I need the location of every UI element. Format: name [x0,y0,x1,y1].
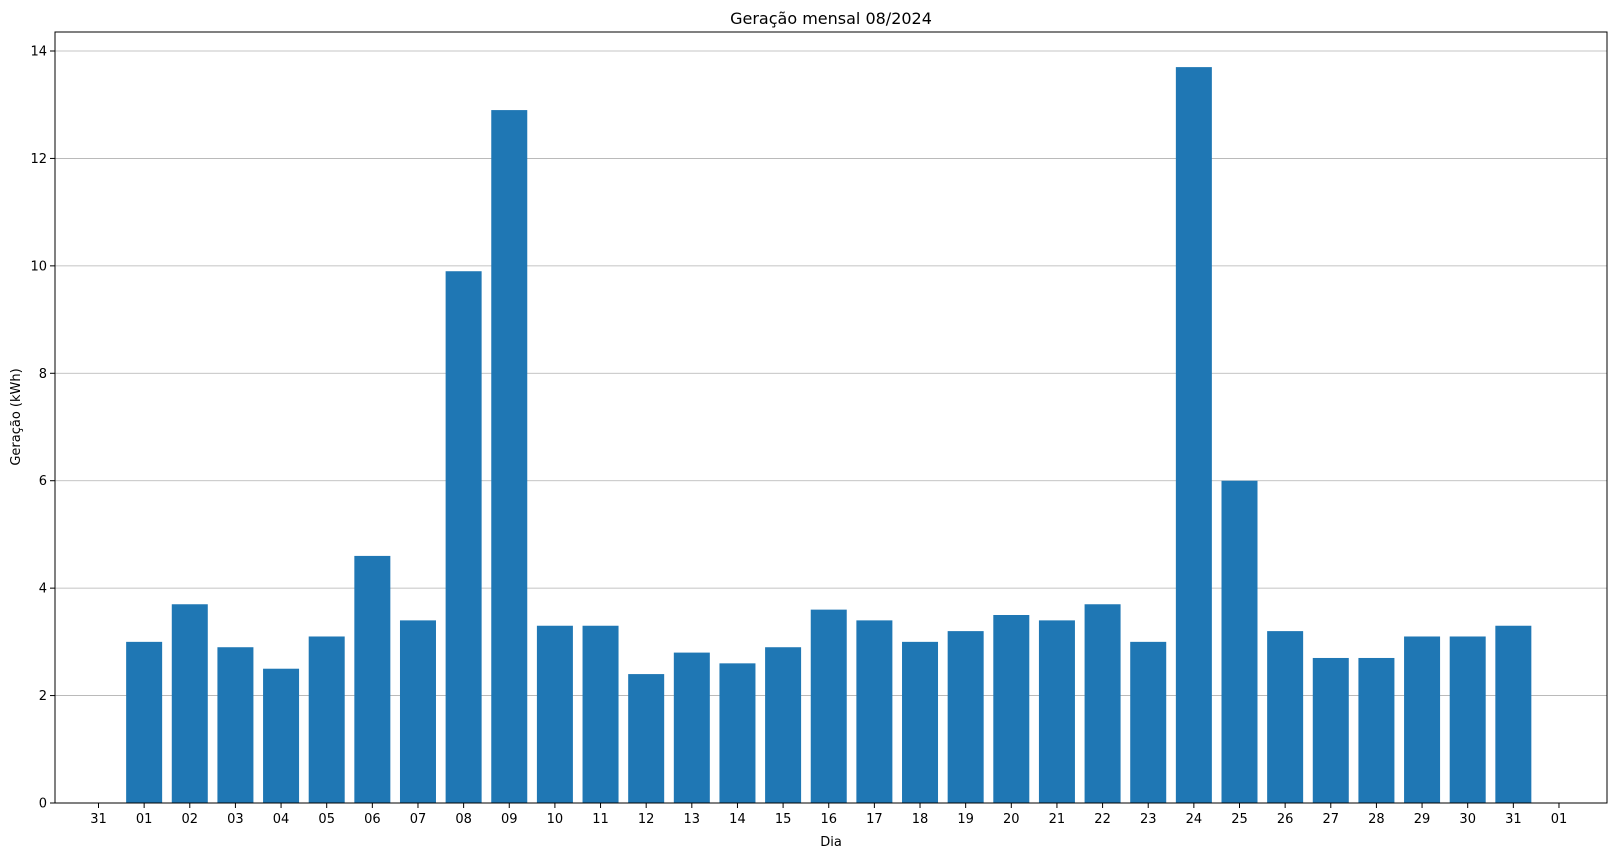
bar-day-01 [126,641,163,803]
bar-day-04 [263,668,300,803]
x-tick-label: 08 [455,812,472,827]
x-tick-label: 31 [1505,812,1522,827]
x-tick-label: 02 [182,812,199,827]
bar-day-18 [902,641,939,803]
bar-day-15 [765,647,802,803]
x-tick-label: 17 [866,812,883,827]
x-tick-label: 21 [1049,812,1066,827]
x-tick-label: 01 [1551,812,1568,827]
x-tick-label: 11 [592,812,609,827]
x-tick-label: 05 [318,812,335,827]
y-tick-label: 10 [30,259,47,274]
x-tick-label: 14 [729,812,746,827]
x-tick-label: 03 [227,812,244,827]
bar-day-17 [856,620,893,803]
bar-day-10 [536,625,573,803]
bar-day-22 [1084,604,1121,803]
bar-day-25 [1221,480,1258,803]
x-tick-label: 04 [273,812,290,827]
bar-day-05 [308,636,345,803]
bar-day-27 [1312,657,1349,803]
bar-day-13 [673,652,710,803]
bar-day-28 [1358,657,1395,803]
y-axis-ticks: 0 2 4 6 8 10 12 14 [30,45,55,812]
bars [126,67,1532,804]
x-tick-label: 24 [1186,812,1203,827]
x-tick-label: 06 [364,812,381,827]
bar-day-02 [171,604,208,803]
plot-frame [54,31,1608,804]
bar-day-21 [1038,620,1075,803]
x-tick-label: 23 [1140,812,1157,827]
x-tick-label: 10 [547,812,564,827]
bar-day-16 [810,609,847,803]
x-tick-label: 26 [1277,812,1294,827]
x-tick-label: 16 [820,812,837,827]
x-tick-label: 25 [1231,812,1248,827]
x-tick-label: 20 [1003,812,1020,827]
y-tick-label: 8 [39,367,47,382]
chart-title: Geração mensal 08/2024 [730,9,932,28]
bar-day-19 [947,631,984,803]
grid-lines [55,50,1607,696]
x-tick-label: 09 [501,812,518,827]
bar-day-20 [993,615,1030,803]
bar-day-30 [1449,636,1486,803]
x-tick-label: 19 [957,812,974,827]
x-tick-label: 07 [410,812,427,827]
bar-day-12 [628,674,665,803]
bar-day-29 [1404,636,1441,803]
x-tick-label: 27 [1323,812,1340,827]
x-tick-label: 30 [1459,812,1476,827]
x-tick-label: 18 [912,812,929,827]
x-tick-label: 22 [1094,812,1111,827]
bar-day-08 [445,271,482,803]
bar-day-26 [1267,631,1304,803]
x-tick-label: 12 [638,812,655,827]
x-axis-label: Dia [820,835,842,850]
y-tick-label: 4 [39,582,47,597]
y-tick-label: 12 [30,152,47,167]
y-axis-label: Geração (kWh) [9,368,24,465]
bar-day-14 [719,663,756,803]
y-tick-label: 0 [39,797,47,812]
x-tick-label: 29 [1414,812,1431,827]
bar-day-11 [582,625,619,803]
bar-day-31 [1495,625,1532,803]
x-tick-label: 15 [775,812,792,827]
bar-day-07 [399,620,436,803]
x-axis-ticks: 31 01 02 03 04 05 06 07 08 09 10 11 12 13 14 15 16 17 18 19… [90,803,1567,827]
bar-day-03 [217,647,254,803]
x-tick-label: 01 [136,812,153,827]
bar-day-06 [354,555,391,803]
y-tick-label: 14 [30,45,47,60]
y-tick-label: 2 [39,689,47,704]
bar-day-09 [491,110,528,804]
bar-day-23 [1130,641,1167,803]
x-tick-label: 28 [1368,812,1385,827]
y-tick-label: 6 [39,474,47,489]
x-tick-label: 13 [684,812,701,827]
x-tick-label: 31 [90,812,107,827]
bar-day-24 [1175,67,1212,804]
